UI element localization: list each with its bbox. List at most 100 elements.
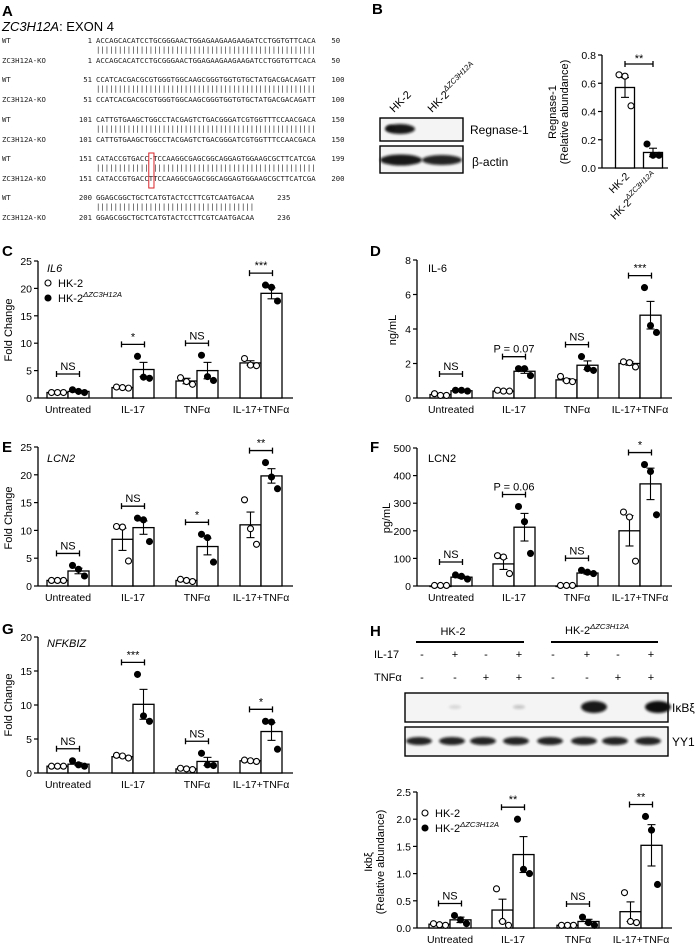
ko-start-position: 51: [83, 95, 92, 104]
wt-row-label: WT: [2, 193, 11, 202]
treatment-sign: -: [616, 649, 620, 661]
data-point: [462, 920, 471, 928]
y-tick-label: 0.6: [581, 78, 596, 90]
treatment-row-label: IL-17: [374, 649, 399, 661]
x-tick-label: IL-17: [502, 404, 526, 416]
alignment-match-line: |||||||||||| |||||||||||||||||||||||||||…: [96, 163, 316, 172]
data-point: [652, 511, 661, 519]
significance-label: *: [131, 331, 136, 343]
x-tick-label: TNFα: [564, 592, 590, 604]
data-point: [124, 384, 133, 392]
significance-bracket: [120, 659, 146, 666]
data-point: [568, 581, 577, 589]
data-point: [463, 387, 472, 395]
data-point: [435, 921, 444, 929]
ko-sequence: CATTGTGAAGCTGGCCTACGAGTCTGACGGGATCGTGGTT…: [96, 135, 316, 144]
gene-name: ZC3H12A: [1, 19, 59, 34]
treatment-sign: +: [648, 649, 654, 661]
y-tick-label: 10: [20, 338, 32, 350]
ko-start-position: 101: [79, 135, 92, 144]
data-point: [526, 372, 535, 380]
data-point: [621, 72, 629, 80]
wt-sequence: CATTGTGAAGCTGGCCTACGAGTCTGACGGGATCGTGGTT…: [96, 115, 316, 124]
wt-sequence: CCATCACGACGCGTGGGTGGCAAGCGGGTGGTGTGCTATG…: [96, 75, 316, 84]
significance-label: *: [638, 440, 643, 452]
significance-label: NS: [443, 549, 458, 561]
significance-label: **: [257, 438, 266, 450]
group-label-ko: HK-2ΔZC3H12A: [565, 622, 629, 637]
chart-title: NFKBIZ: [47, 638, 87, 650]
data-point: [625, 359, 634, 367]
x-tick-label: TNFα: [184, 592, 210, 604]
significance-bracket: [438, 371, 464, 377]
bar: [614, 86, 636, 169]
alignment-match-line: ||||||||||||||||||||||||||||||||||||||||…: [96, 124, 316, 133]
x-tick-label-superscript: ΔZC3H12A: [623, 168, 656, 201]
regnase-blot: [379, 117, 464, 142]
wt-start-position: 1: [88, 36, 92, 45]
data-point: [641, 812, 650, 821]
data-point: [556, 581, 565, 589]
significance-label: NS: [125, 493, 140, 505]
y-axis-label: Regnase-1: [547, 85, 559, 139]
y-tick-label: 0: [405, 581, 411, 593]
ko-sequence: ACCAGCACATCCTGCGGGAACTGGAGAAGAAGAAGATCCT…: [96, 56, 316, 65]
treatment-sign: +: [584, 649, 590, 661]
data-point: [74, 565, 83, 573]
y-tick-label: 5: [26, 553, 32, 565]
significance-bracket: [438, 559, 464, 565]
data-point: [209, 558, 218, 566]
data-point: [589, 570, 598, 578]
y-tick-label: 15: [20, 666, 32, 678]
treatment-sign: +: [648, 672, 654, 684]
data-point: [589, 366, 598, 374]
alignment-match-line: ||||||||||||||||||||||||||||||||||||: [96, 202, 254, 211]
significance-label: NS: [60, 540, 75, 552]
ikbz-band: [645, 701, 671, 713]
wt-row-label: WT: [2, 75, 11, 84]
data-point: [514, 365, 523, 373]
ikbz-band: [449, 705, 461, 709]
data-point: [188, 380, 197, 388]
significance-bracket: [55, 745, 81, 752]
significance-bracket: [248, 270, 274, 277]
x-tick-label: Untreated: [45, 779, 91, 791]
y-tick-label: 0.0: [581, 163, 596, 175]
significance-bracket: [500, 804, 526, 811]
data-point: [646, 467, 655, 476]
yy1-band: [571, 737, 597, 745]
y-tick-label: 0: [26, 393, 32, 405]
legend-marker-hk2: [421, 809, 429, 817]
significance-label: **: [509, 794, 518, 806]
data-point: [74, 387, 83, 395]
data-point: [209, 376, 218, 385]
treatment-sign: -: [484, 649, 488, 661]
y-tick-label: 10: [20, 525, 32, 537]
ko-end-position: 150: [331, 135, 344, 144]
data-point: [74, 761, 83, 769]
y-tick-label: 20: [20, 283, 32, 295]
data-point: [569, 921, 578, 929]
chart-title: LCN2: [47, 453, 75, 465]
bar: [132, 526, 155, 587]
data-point: [59, 576, 68, 584]
data-point: [499, 553, 508, 561]
y-tick-label: 0: [26, 768, 32, 780]
yy1-band: [503, 737, 529, 745]
data-point: [197, 530, 206, 538]
significance-label: ***: [127, 649, 141, 661]
wt-sequence: ACCAGCACATCCTGCGGGAACTGGAGAAGAAGAAGATCCT…: [96, 36, 316, 45]
data-point: [450, 911, 459, 920]
data-point: [441, 921, 450, 929]
wt-end-position: 50: [331, 36, 340, 45]
data-point: [203, 373, 212, 381]
panel-letter-b: B: [372, 1, 383, 18]
data-point: [176, 764, 185, 772]
data-point: [112, 522, 121, 531]
legend-label-ko: HK-2ΔZC3H12A: [58, 290, 122, 305]
significance-label: NS: [569, 332, 584, 344]
data-point: [456, 916, 465, 924]
data-point: [68, 386, 77, 394]
legend-label-ko-superscript: ΔZC3H12A: [82, 290, 122, 299]
data-point: [429, 920, 438, 928]
